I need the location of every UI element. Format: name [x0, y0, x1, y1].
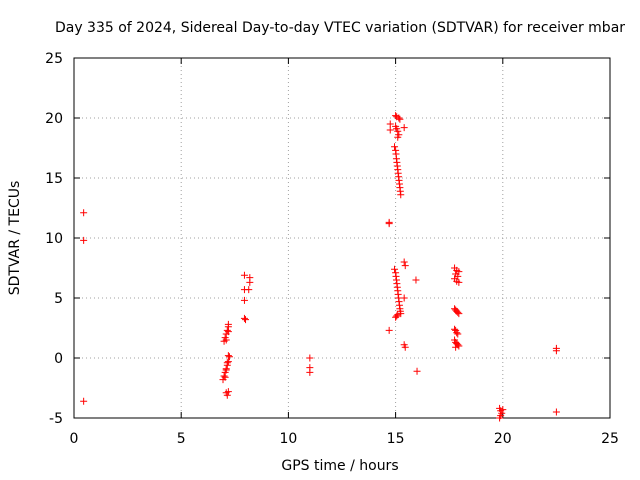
data-point: [240, 286, 248, 294]
data-point: [400, 258, 408, 266]
data-point: [224, 352, 232, 360]
data-point: [391, 143, 399, 151]
data-point: [394, 311, 402, 319]
data-point: [396, 115, 404, 123]
axis-ticks: [73, 57, 611, 419]
data-point: [499, 406, 507, 414]
data-point: [401, 343, 409, 351]
data-point: [222, 366, 230, 374]
data-point: [306, 368, 314, 376]
data-point: [242, 316, 250, 324]
x-axis-label: GPS time / hours: [281, 458, 398, 474]
data-point: [224, 388, 232, 396]
y-tick-label: -5: [49, 411, 63, 427]
data-point: [412, 276, 420, 284]
grid: [74, 58, 610, 418]
data-point: [80, 236, 88, 244]
data-point: [385, 326, 393, 334]
data-point: [224, 358, 232, 366]
data-point: [552, 347, 560, 355]
data-point: [454, 330, 462, 338]
data-point: [246, 278, 254, 286]
data-point: [386, 126, 394, 134]
y-tick-label: 25: [45, 51, 63, 67]
data-point: [223, 326, 231, 334]
data-point: [397, 191, 405, 199]
data-point: [224, 328, 232, 336]
data-points: [80, 112, 560, 422]
data-point: [220, 372, 228, 380]
chart-title: Day 335 of 2024, Sidereal Day-to-day VTE…: [55, 20, 625, 36]
data-point: [400, 294, 408, 302]
data-point: [451, 325, 459, 333]
data-point: [496, 414, 504, 422]
data-point: [240, 271, 248, 279]
data-point: [394, 127, 402, 135]
data-point: [223, 391, 231, 399]
data-point: [224, 320, 232, 328]
x-tick-label: 15: [387, 431, 405, 447]
data-point: [386, 120, 394, 128]
data-point: [455, 342, 463, 350]
y-tick-label: 20: [45, 111, 63, 127]
data-point: [454, 308, 462, 316]
y-tick-labels: -5 0 5 10 15 20 25: [45, 51, 63, 427]
data-point: [222, 336, 230, 344]
x-tick-label: 0: [70, 431, 79, 447]
y-tick-label: 0: [54, 351, 63, 367]
y-tick-label: 10: [45, 231, 63, 247]
data-point: [400, 124, 408, 132]
y-tick-label: 5: [54, 291, 63, 307]
data-point: [393, 312, 401, 320]
data-point: [223, 359, 231, 367]
data-point: [394, 133, 402, 141]
data-point: [240, 296, 248, 304]
data-point: [453, 329, 461, 337]
data-point: [552, 408, 560, 416]
data-point: [455, 278, 463, 286]
x-tick-labels: 0 5 10 15 20 25: [70, 431, 619, 447]
data-point: [413, 367, 421, 375]
data-point: [455, 310, 463, 318]
x-tick-label: 5: [177, 431, 186, 447]
data-point: [80, 397, 88, 405]
data-point: [240, 314, 248, 322]
data-point: [391, 265, 399, 273]
y-axis-label: SDTVAR / TECUs: [7, 181, 23, 296]
data-point: [401, 262, 409, 270]
x-tick-label: 25: [601, 431, 619, 447]
data-point: [452, 343, 460, 351]
data-point: [80, 209, 88, 217]
x-tick-label: 20: [494, 431, 512, 447]
x-tick-label: 10: [279, 431, 297, 447]
data-point: [225, 353, 233, 361]
data-point: [221, 373, 229, 381]
data-point: [306, 354, 314, 362]
data-point: [385, 220, 393, 228]
data-point: [395, 114, 403, 122]
y-tick-label: 15: [45, 171, 63, 187]
data-point: [397, 310, 405, 318]
